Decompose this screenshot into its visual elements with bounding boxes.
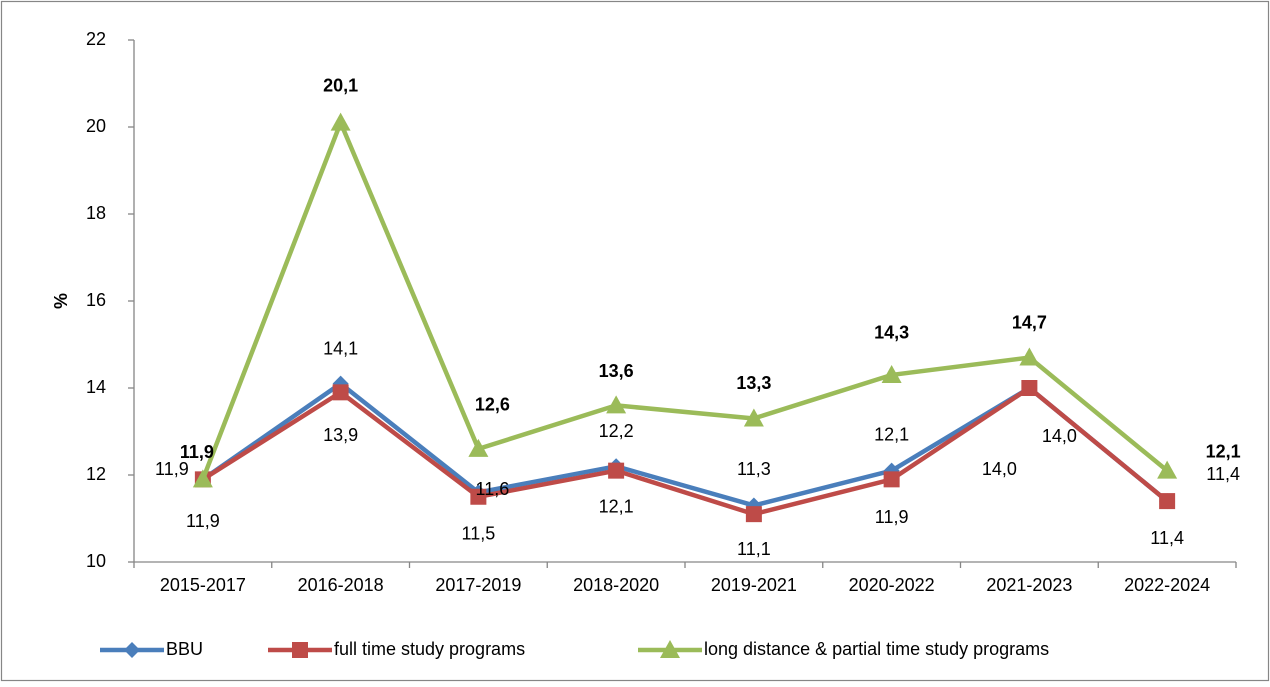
data-label: 11,9 [186,511,220,531]
marker-triangle [468,438,489,457]
marker-triangle [1157,460,1178,479]
data-label: 13,6 [599,361,634,381]
data-label: 14,0 [982,459,1017,479]
data-label: 13,3 [736,373,771,393]
series-line [201,385,1169,517]
x-tick-label: 2017-2019 [435,575,521,595]
marker-square [883,471,900,488]
marker-square [332,384,349,401]
legend-label: full time study programs [334,639,525,659]
data-label: 13,9 [323,425,358,445]
marker-square [470,488,487,505]
data-label: 11,9 [875,507,909,527]
x-tick-label: 2022-2024 [1124,575,1210,595]
y-tick-label: 16 [86,290,106,310]
data-label: 12,1 [874,424,909,444]
x-tick-label: 2019-2021 [711,575,797,595]
data-label: 12,2 [599,421,634,441]
marker-triangle [743,408,764,427]
data-label: 14,0 [1042,426,1077,446]
marker-triangle [330,112,351,131]
data-label: 11,1 [737,539,771,559]
legend-label: long distance & partial time study progr… [704,639,1049,659]
marker-triangle [192,469,213,488]
legend-label: BBU [166,639,203,659]
data-label: 11,9 [155,459,189,479]
y-axis-label: % [51,293,71,309]
marker-square [745,506,762,523]
x-tick-label: 2020-2022 [849,575,935,595]
series-line [200,120,1169,481]
data-label: 12,1 [599,496,634,516]
data-label: 11,5 [462,524,496,544]
y-tick-label: 10 [86,551,106,571]
y-tick-label: 22 [86,29,106,49]
data-label: 14,1 [323,338,358,358]
data-label: 11,3 [737,459,771,479]
data-label: 11,4 [1150,528,1184,548]
marker-triangle [606,395,627,414]
x-tick-label: 2018-2020 [573,575,659,595]
data-label: 12,6 [475,395,510,415]
x-tick-label: 2016-2018 [298,575,384,595]
data-label: 20,1 [323,75,358,95]
marker-square [292,642,308,658]
y-tick-label: 18 [86,203,106,223]
data-label: 12,1 [1206,441,1241,461]
marker-square [608,462,625,479]
data-label: 11,9 [180,442,214,462]
marker-triangle [1019,347,1040,366]
y-tick-label: 12 [86,464,106,484]
y-tick-label: 20 [86,116,106,136]
marker-square [1021,380,1038,396]
data-label: 11,6 [476,479,510,499]
marker-triangle [660,640,680,658]
marker-diamond [124,642,140,658]
data-label: 14,7 [1012,312,1047,332]
marker-triangle [881,364,902,383]
x-tick-label: 2015-2017 [160,575,246,595]
marker-square [1159,493,1176,510]
data-label: 14,3 [874,323,909,343]
x-tick-label: 2021-2023 [986,575,1072,595]
data-label: 11,4 [1206,464,1240,484]
y-tick-label: 14 [86,377,106,397]
